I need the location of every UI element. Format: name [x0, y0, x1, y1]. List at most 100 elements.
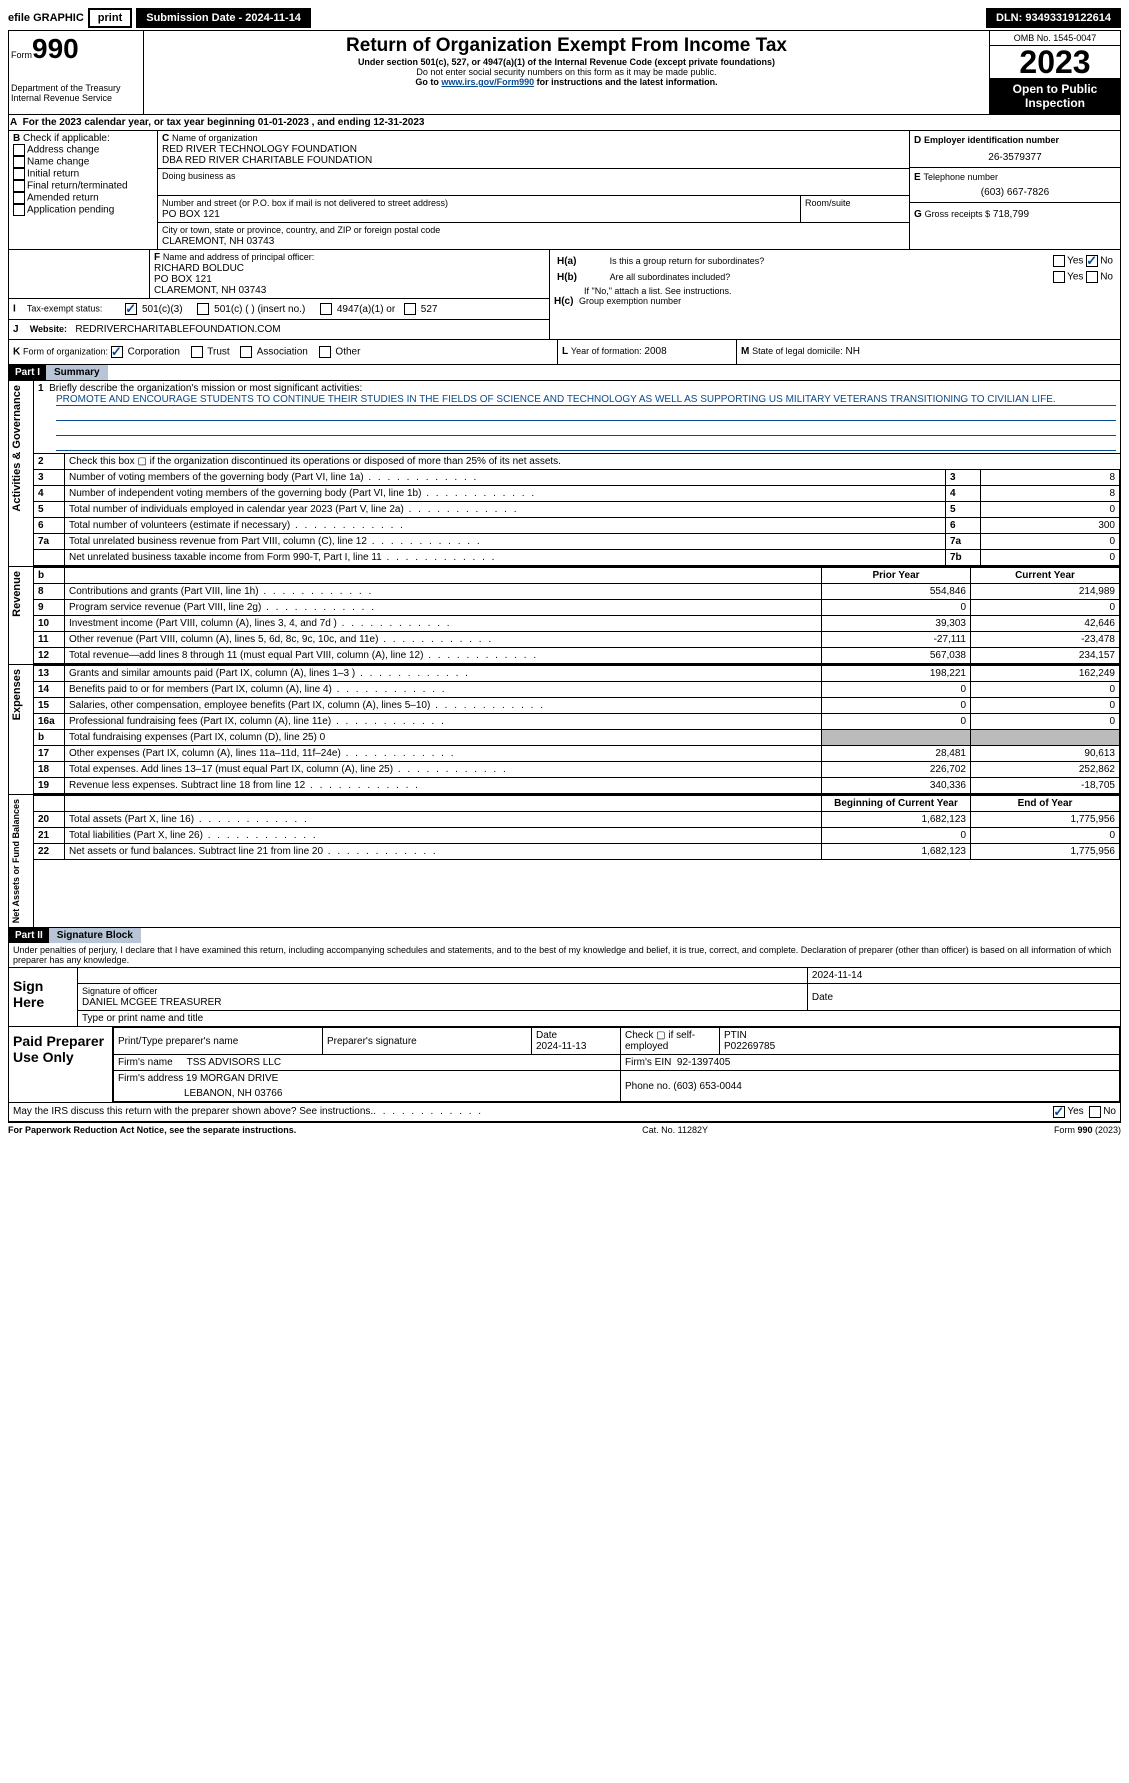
- chk-address[interactable]: [13, 144, 25, 156]
- section-bcdeg: B Check if applicable: Address change Na…: [8, 131, 1121, 250]
- tax-year: 2023: [990, 46, 1120, 78]
- mission: PROMOTE AND ENCOURAGE STUDENTS TO CONTIN…: [56, 394, 1116, 406]
- website: REDRIVERCHARITABLEFOUNDATION.COM: [75, 324, 280, 335]
- netassets-section: Net Assets or Fund Balances Beginning of…: [8, 795, 1121, 928]
- officer-addr: PO BOX 121: [154, 274, 212, 285]
- ha-yes[interactable]: [1053, 255, 1065, 267]
- org-name1: RED RIVER TECHNOLOGY FOUNDATION: [162, 144, 357, 155]
- discuss-no[interactable]: [1089, 1106, 1101, 1118]
- chk-final[interactable]: [13, 180, 25, 192]
- firm-addr: 19 MORGAN DRIVE: [186, 1073, 278, 1084]
- k-label: Form of organization:: [23, 347, 108, 357]
- officer-city: CLAREMONT, NH 03743: [154, 285, 266, 296]
- p-sig-lbl: Preparer's signature: [323, 1028, 532, 1055]
- catno: Cat. No. 11282Y: [642, 1125, 708, 1135]
- paid-preparer-section: Paid Preparer Use Only Print/Type prepar…: [8, 1027, 1121, 1103]
- m-label: State of legal domicile:: [752, 346, 843, 356]
- chk-trust[interactable]: [191, 346, 203, 358]
- section-a: A For the 2023 calendar year, or tax yea…: [9, 115, 1120, 130]
- type-label: Type or print name and title: [78, 1011, 1120, 1027]
- irs-link[interactable]: www.irs.gov/Form990: [441, 77, 534, 87]
- g-label: Gross receipts $: [925, 209, 991, 219]
- part1-title: Summary: [46, 365, 108, 380]
- h-note: If "No," attach a list. See instructions…: [584, 286, 1116, 296]
- part2-hdr: Part II: [9, 928, 49, 943]
- chk-other[interactable]: [319, 346, 331, 358]
- sig-name: DANIEL MCGEE TREASURER: [82, 997, 221, 1008]
- print-button[interactable]: print: [88, 8, 132, 28]
- domicile: NH: [845, 346, 859, 357]
- subtitle2: Do not enter social security numbers on …: [148, 67, 985, 77]
- city: CLAREMONT, NH 03743: [162, 236, 274, 247]
- hb-no[interactable]: [1086, 271, 1098, 283]
- chk-amended[interactable]: [13, 192, 25, 204]
- p-name-lbl: Print/Type preparer's name: [114, 1028, 323, 1055]
- section-fhij: F Name and address of principal officer:…: [8, 250, 1121, 340]
- firm-phone: (603) 653-0044: [673, 1081, 741, 1092]
- p-date: 2024-11-13: [536, 1041, 586, 1052]
- chk-corp[interactable]: [111, 346, 123, 358]
- topbar: efile GRAPHIC print Submission Date - 20…: [8, 8, 1121, 28]
- goto-suffix: for instructions and the latest informat…: [534, 77, 718, 87]
- date-label: Date: [807, 984, 1120, 1011]
- part2-title: Signature Block: [49, 928, 141, 943]
- chk-4947[interactable]: [320, 303, 332, 315]
- form-number: 990: [32, 33, 79, 64]
- chk-501c[interactable]: [197, 303, 209, 315]
- dln: DLN: 93493319122614: [986, 8, 1121, 28]
- firm-name: TSS ADVISORS LLC: [187, 1057, 281, 1068]
- officer-name: RICHARD BOLDUC: [154, 263, 244, 274]
- section-klm: K Form of organization: Corporation Trus…: [8, 340, 1121, 365]
- subtitle1: Under section 501(c), 527, or 4947(a)(1)…: [148, 57, 985, 67]
- part1-hdr: Part I: [9, 365, 46, 380]
- j-label: Website:: [30, 324, 67, 334]
- addr-label: Number and street (or P.O. box if mail i…: [162, 198, 448, 208]
- dba-label: Doing business as: [158, 169, 909, 196]
- chk-initial[interactable]: [13, 168, 25, 180]
- declaration: Under penalties of perjury, I declare th…: [8, 943, 1121, 968]
- discuss: May the IRS discuss this return with the…: [13, 1106, 373, 1118]
- paid-label: Paid Preparer Use Only: [9, 1027, 113, 1102]
- sign-here: Sign Here: [9, 968, 78, 1026]
- exp-vlabel: Expenses: [9, 665, 25, 724]
- form-footer: Form 990 (2023): [1054, 1125, 1121, 1135]
- org-name2: DBA RED RIVER CHARITABLE FOUNDATION: [162, 155, 372, 166]
- addr: PO BOX 121: [162, 209, 220, 220]
- year-formed: 2008: [644, 346, 666, 357]
- chk-name[interactable]: [13, 156, 25, 168]
- f-label: Name and address of principal officer:: [163, 252, 314, 262]
- submission-date: Submission Date - 2024-11-14: [136, 8, 311, 28]
- discuss-yes[interactable]: [1053, 1106, 1065, 1118]
- firm-ein: 92-1397405: [677, 1057, 730, 1068]
- goto-prefix: Go to: [415, 77, 441, 87]
- chk-527[interactable]: [404, 303, 416, 315]
- irs-label: Internal Revenue Service: [11, 93, 141, 103]
- revenue-section: Revenue bPrior YearCurrent Year8Contribu…: [8, 567, 1121, 665]
- gross: 718,799: [993, 209, 1029, 220]
- ptin: P02269785: [724, 1041, 775, 1052]
- sign-date: 2024-11-14: [807, 968, 1120, 984]
- chk-pending[interactable]: [13, 204, 25, 216]
- firm-city: LEBANON, NH 03766: [114, 1086, 621, 1102]
- q1: Briefly describe the organization's miss…: [49, 383, 362, 394]
- e-label: Telephone number: [923, 172, 998, 182]
- phone: (603) 667-7826: [914, 187, 1116, 198]
- ein: 26-3579377: [914, 152, 1116, 163]
- room-label: Room/suite: [800, 196, 909, 222]
- sig-label: Signature of officer: [82, 986, 157, 996]
- ha-no[interactable]: [1086, 255, 1098, 267]
- c-name-label: Name of organization: [172, 133, 258, 143]
- hb-yes[interactable]: [1053, 271, 1065, 283]
- open-inspection: Open to Public Inspection: [990, 78, 1120, 114]
- chk-501c3[interactable]: [125, 303, 137, 315]
- form-word: Form: [11, 50, 32, 60]
- ha-label: Is this a group return for subordinates?: [609, 254, 970, 268]
- chk-assoc[interactable]: [240, 346, 252, 358]
- d-label: Employer identification number: [924, 135, 1059, 145]
- l-label: Year of formation:: [571, 346, 642, 356]
- form-title: Return of Organization Exempt From Incom…: [148, 35, 985, 57]
- hc-label: Group exemption number: [579, 296, 681, 306]
- b-label: Check if applicable:: [23, 133, 110, 144]
- net-vlabel: Net Assets or Fund Balances: [9, 795, 23, 927]
- efile-label: efile GRAPHIC: [8, 12, 84, 24]
